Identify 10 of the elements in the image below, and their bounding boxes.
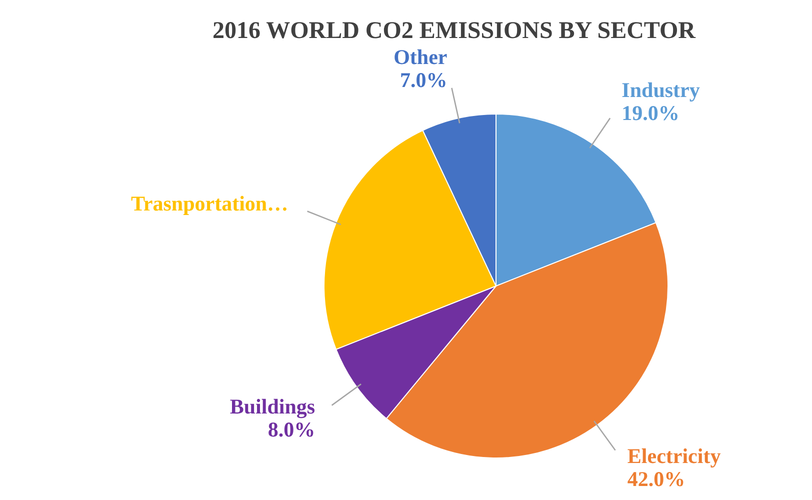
- data-label: 8.0%: [268, 417, 316, 442]
- data-label: 42.0%: [627, 466, 686, 491]
- slice-label: Industry: [622, 78, 700, 102]
- slice-label: Other: [394, 44, 448, 69]
- data-label: 7.0%: [400, 68, 448, 92]
- slice-label: Electricity: [627, 444, 722, 468]
- slice-label: Buildings: [230, 394, 316, 418]
- slice-label: Trasnportation…: [130, 192, 288, 216]
- chart-title: 2016 WORLD CO2 EMISSIONS BY SECTOR: [212, 18, 696, 44]
- data-label: 19.0%: [622, 101, 680, 126]
